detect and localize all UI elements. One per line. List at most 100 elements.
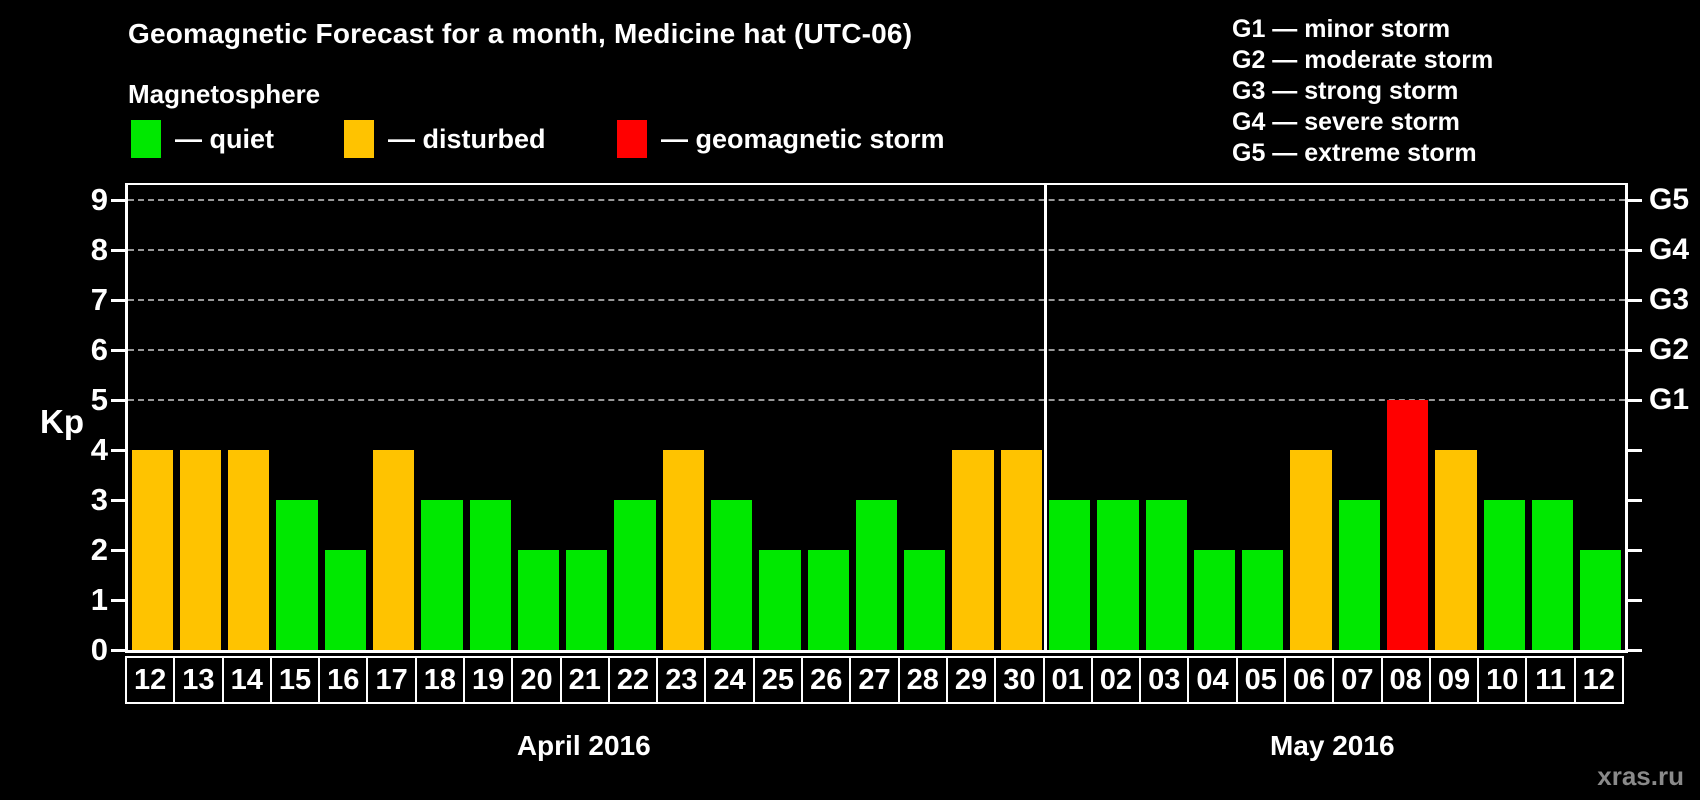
date-cell-april-18: 18 (414, 656, 466, 704)
bar-may-06 (1290, 450, 1332, 650)
date-cell-april-24: 24 (704, 656, 755, 704)
right-tick-kp5 (1628, 398, 1642, 402)
bar-april-23 (662, 450, 704, 650)
bar-april-18 (421, 500, 463, 650)
right-tick-kp9 (1628, 198, 1642, 202)
ytick-label-2: 2 (90, 532, 108, 567)
month-separator (1044, 185, 1048, 650)
right-tick-kp2 (1628, 548, 1642, 552)
right-tick-kp8 (1628, 248, 1642, 252)
date-cell-april-13: 13 (173, 656, 224, 704)
bar-may-07 (1338, 500, 1381, 650)
date-cell-may-07: 07 (1332, 656, 1383, 704)
bar-april-20 (517, 550, 560, 650)
left-tick-kp7 (111, 298, 125, 302)
date-cell-april-19: 19 (463, 656, 514, 704)
ytick-label-7: 7 (90, 282, 108, 317)
storm-scale-g2: G2 — moderate storm (1232, 46, 1494, 74)
date-cell-may-08: 08 (1380, 656, 1431, 704)
kp-axis-label: Kp (40, 403, 84, 440)
gridline-kp5 (128, 399, 1625, 401)
gridline-kp7 (128, 299, 1625, 301)
ytick-label-4: 4 (90, 432, 108, 467)
month-label-april: April 2016 (516, 730, 651, 761)
legend-label-disturbed: — disturbed (388, 123, 546, 154)
bar-april-28 (904, 550, 946, 650)
left-tick-kp8 (111, 248, 125, 252)
bar-april-12 (131, 450, 173, 650)
bar-april-29 (952, 450, 994, 650)
right-tick-kp6 (1628, 348, 1642, 352)
bar-may-09 (1435, 450, 1477, 650)
date-cell-may-03: 03 (1139, 656, 1190, 704)
left-tick-kp4 (111, 448, 125, 452)
date-cell-april-21: 21 (559, 656, 610, 704)
right-axis-label-g5: G5 (1649, 183, 1690, 216)
left-tick-kp3 (111, 498, 125, 502)
bar-april-26 (807, 550, 849, 650)
legend-item-storm: — geomagnetic storm (617, 120, 945, 158)
date-cell-april-29: 29 (945, 656, 997, 704)
quiet-swatch (131, 120, 161, 158)
left-tick-kp2 (111, 548, 125, 552)
date-cell-april-25: 25 (752, 656, 804, 704)
bar-april-22 (614, 500, 656, 650)
left-tick-kp6 (111, 348, 125, 352)
watermark: xras.ru (1597, 761, 1684, 791)
date-cell-april-22: 22 (607, 656, 659, 704)
right-axis-label-g4: G4 (1649, 233, 1690, 266)
bar-april-14 (228, 450, 270, 650)
legend-item-disturbed: — disturbed (344, 120, 546, 158)
ytick-label-0: 0 (90, 632, 108, 667)
date-cell-april-26: 26 (801, 656, 852, 704)
bar-april-16 (324, 550, 366, 650)
date-cell-may-01: 01 (1042, 656, 1093, 704)
bar-may-04 (1193, 550, 1236, 650)
month-label-may: May 2016 (1269, 730, 1395, 761)
date-cell-may-02: 02 (1090, 656, 1142, 704)
bar-april-25 (759, 550, 801, 650)
storm-scale-legend: G1 — minor storm G2 — moderate storm G3 … (1232, 14, 1493, 169)
disturbed-swatch (344, 120, 374, 158)
right-axis-label-g2: G2 (1649, 333, 1690, 366)
date-cell-april-20: 20 (511, 656, 562, 704)
date-cell-april-14: 14 (221, 656, 272, 704)
right-tick-kp3 (1628, 498, 1642, 502)
date-cell-may-06: 06 (1283, 656, 1335, 704)
date-cell-may-12: 12 (1573, 656, 1624, 704)
ytick-label-9: 9 (90, 182, 108, 217)
bar-april-17 (372, 450, 415, 650)
gridline-kp8 (128, 249, 1625, 251)
ytick-label-6: 6 (90, 332, 108, 367)
date-cell-april-28: 28 (897, 656, 948, 704)
date-cell-april-16: 16 (318, 656, 369, 704)
storm-scale-g1: G1 — minor storm (1232, 15, 1451, 43)
date-cell-april-17: 17 (366, 656, 417, 704)
right-tick-kp4 (1628, 448, 1642, 452)
date-cell-april-27: 27 (849, 656, 900, 704)
date-cell-april-23: 23 (656, 656, 707, 704)
date-cell-may-11: 11 (1525, 656, 1576, 704)
left-tick-kp9 (111, 198, 125, 202)
right-axis-label-g3: G3 (1649, 283, 1690, 316)
date-cell-may-10: 10 (1477, 656, 1528, 704)
bar-may-11 (1531, 500, 1574, 650)
date-cell-may-04: 04 (1187, 656, 1238, 704)
date-cell-april-15: 15 (269, 656, 321, 704)
gridline-kp6 (128, 349, 1625, 351)
bar-may-05 (1242, 550, 1284, 650)
right-axis-label-g1: G1 (1649, 383, 1690, 416)
gridline-kp9 (128, 199, 1625, 201)
page-title: Geomagnetic Forecast for a month, Medici… (128, 18, 913, 49)
storm-swatch (617, 120, 647, 158)
ytick-label-5: 5 (90, 382, 108, 417)
bar-may-12 (1580, 550, 1622, 650)
left-tick-kp5 (111, 398, 125, 402)
storm-scale-g4: G4 — severe storm (1232, 108, 1460, 136)
date-cell-may-09: 09 (1428, 656, 1480, 704)
bar-april-15 (276, 500, 318, 650)
bar-may-08 (1387, 400, 1429, 650)
bar-april-24 (710, 500, 753, 650)
bar-april-13 (179, 450, 222, 650)
date-cell-april-12: 12 (125, 656, 176, 704)
